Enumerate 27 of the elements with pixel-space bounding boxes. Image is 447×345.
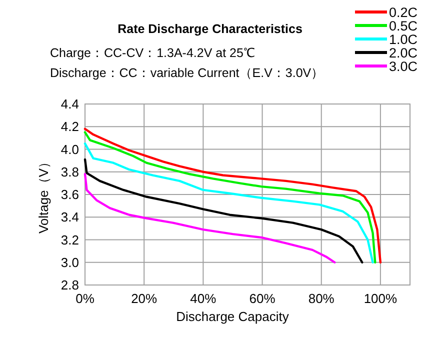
- x-tick-label: 40%: [190, 291, 217, 306]
- x-tick-label: 60%: [249, 291, 276, 306]
- x-tick-label: 20%: [131, 291, 158, 306]
- legend-label: 3.0C: [389, 59, 418, 74]
- x-axis-title: Discharge Capacity: [176, 309, 290, 324]
- x-tick-label: 80%: [308, 291, 335, 306]
- line-series: [84, 158, 364, 264]
- legend-label: 0.2C: [389, 5, 418, 20]
- chart-title: Rate Discharge Characteristics: [118, 22, 302, 36]
- y-tick-label: 4.0: [60, 142, 79, 157]
- text: Charge：CC-CV：1.3A-4.2V at 25℃: [50, 46, 256, 60]
- legend-label: 1.0C: [389, 32, 418, 47]
- line-series: [84, 173, 336, 264]
- y-tick-label: 3.4: [60, 210, 79, 225]
- x-tick-label: 100%: [364, 291, 398, 306]
- legend-label: 0.5C: [389, 18, 418, 34]
- y-tick-label: 3.6: [60, 187, 79, 202]
- text: Discharge：CC：variable Current（E.V：3.0V）: [50, 66, 324, 80]
- y-tick-label: 3.8: [60, 164, 79, 180]
- y-tick-label: 4.2: [60, 119, 79, 134]
- y-tick-label: 3.2: [60, 232, 79, 248]
- y-axis-title: Voltage（V）: [36, 155, 51, 234]
- y-tick-label: 4.4: [60, 96, 79, 112]
- x-tick-label: 0%: [76, 291, 95, 306]
- y-tick-label: 3.0: [60, 254, 79, 270]
- y-tick-label: 2.8: [60, 278, 79, 292]
- legend-label: 2.0C: [389, 46, 418, 60]
